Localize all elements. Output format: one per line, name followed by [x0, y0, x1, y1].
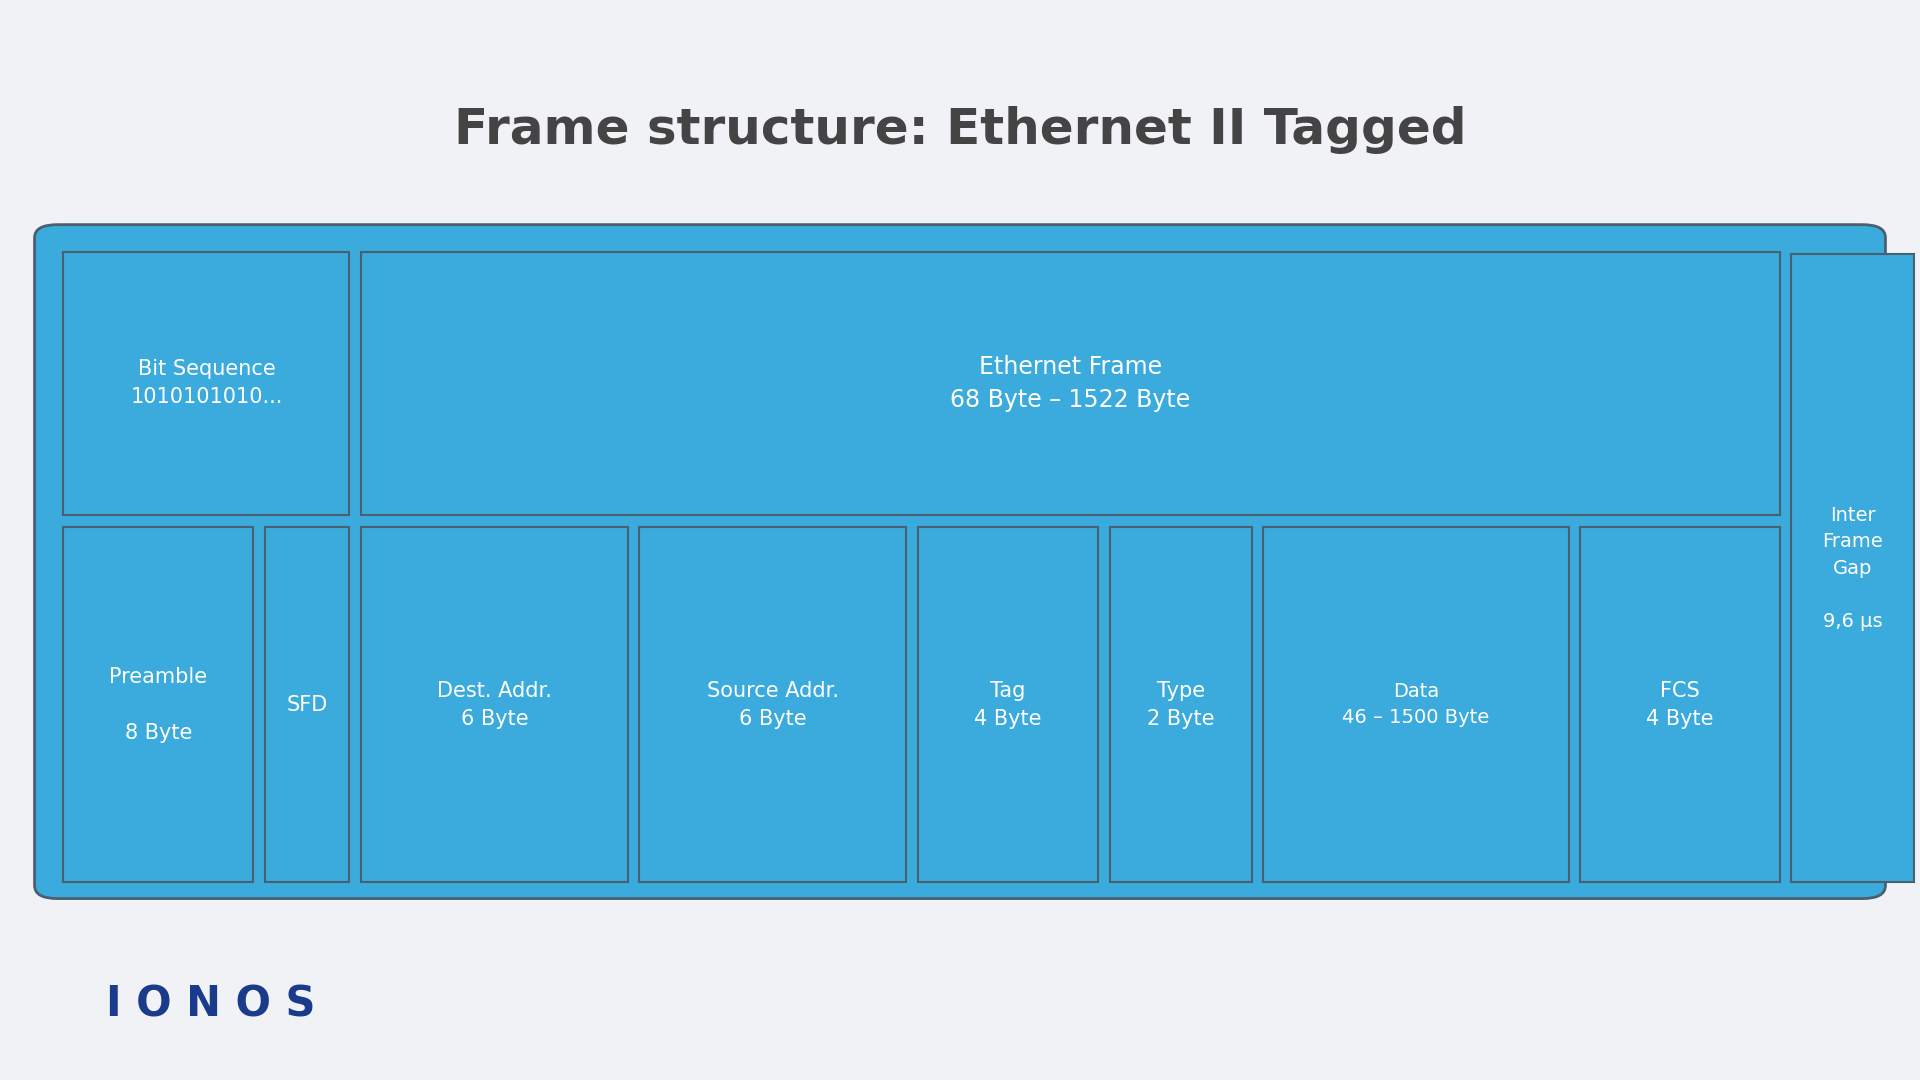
- FancyBboxPatch shape: [35, 225, 1885, 899]
- Text: Inter
Frame
Gap

9,6 μs: Inter Frame Gap 9,6 μs: [1822, 505, 1884, 631]
- Text: Type
2 Byte: Type 2 Byte: [1146, 680, 1215, 729]
- FancyBboxPatch shape: [918, 527, 1098, 882]
- Text: FCS
4 Byte: FCS 4 Byte: [1645, 680, 1715, 729]
- FancyBboxPatch shape: [1791, 254, 1914, 882]
- Text: Preamble

8 Byte: Preamble 8 Byte: [109, 666, 207, 743]
- Text: Ethernet Frame
68 Byte – 1522 Byte: Ethernet Frame 68 Byte – 1522 Byte: [950, 354, 1190, 413]
- Text: Frame structure: Ethernet II Tagged: Frame structure: Ethernet II Tagged: [453, 106, 1467, 153]
- FancyBboxPatch shape: [1110, 527, 1252, 882]
- FancyBboxPatch shape: [361, 252, 1780, 515]
- Text: Bit Sequence
1010101010...: Bit Sequence 1010101010...: [131, 360, 282, 407]
- FancyBboxPatch shape: [63, 527, 253, 882]
- FancyBboxPatch shape: [639, 527, 906, 882]
- Text: Tag
4 Byte: Tag 4 Byte: [973, 680, 1043, 729]
- FancyBboxPatch shape: [361, 527, 628, 882]
- Text: Dest. Addr.
6 Byte: Dest. Addr. 6 Byte: [438, 680, 551, 729]
- Text: I O N O S: I O N O S: [106, 984, 315, 1025]
- FancyBboxPatch shape: [265, 527, 349, 882]
- FancyBboxPatch shape: [63, 252, 349, 515]
- FancyBboxPatch shape: [1580, 527, 1780, 882]
- Text: SFD: SFD: [286, 694, 328, 715]
- FancyBboxPatch shape: [1263, 527, 1569, 882]
- Text: Data
46 – 1500 Byte: Data 46 – 1500 Byte: [1342, 681, 1490, 728]
- Text: Source Addr.
6 Byte: Source Addr. 6 Byte: [707, 680, 839, 729]
